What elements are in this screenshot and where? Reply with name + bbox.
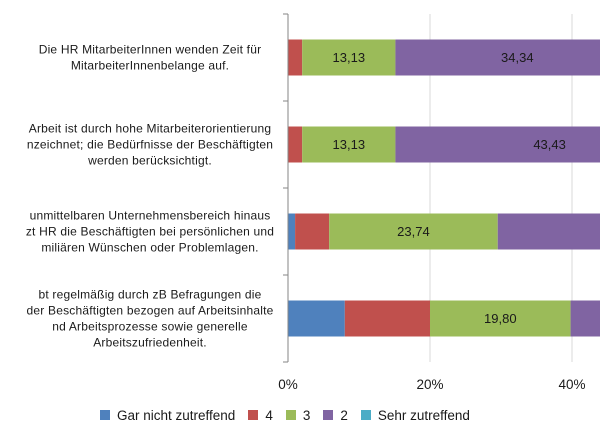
legend-label: 3 (302, 407, 311, 423)
bar-segment (570, 300, 600, 337)
bar-segment (430, 300, 571, 337)
bar-segment (295, 213, 330, 250)
y-axis (283, 13, 289, 363)
legend-label: Sehr zutreffend (377, 407, 470, 423)
bar-segment (395, 39, 600, 76)
legend: Gar nicht zutreffend 4 3 2 Sehr zutreffend (100, 402, 600, 428)
x-tick-label: 20% (416, 377, 443, 392)
category-label: Die HR MitarbeiterInnen wenden Zeit für M… (39, 43, 262, 73)
category-label: Arbeit ist durch hohe Mitarbeiterorienti… (27, 122, 273, 168)
legend-label: 4 (265, 407, 273, 423)
bar-segment (302, 126, 396, 163)
data-label: 13,13 (333, 50, 366, 65)
data-label: 19,80 (484, 311, 517, 326)
bar-segment (288, 39, 303, 76)
data-label: 23,74 (397, 224, 430, 239)
category-label: bt regelmäßig durch zB Befragungen die de… (27, 288, 274, 350)
category-label: unmittelbaren Unternehmensbereich hinaus… (26, 209, 274, 255)
legend-swatch (360, 410, 371, 420)
bar-segment (497, 213, 600, 250)
bar-segment (395, 126, 600, 163)
bar-segment (302, 39, 396, 76)
legend-item: 4 (248, 408, 273, 423)
legend-label: Gar nicht zutreffend (117, 407, 236, 423)
data-label: 34,34 (501, 50, 534, 65)
bar-segment (288, 126, 303, 163)
x-tick-label: 0% (278, 377, 298, 392)
x-tick-label: 40% (558, 377, 585, 392)
legend-swatch (100, 410, 110, 420)
legend-item: Sehr zutreffend (360, 407, 470, 423)
legend-item: 3 (285, 407, 311, 423)
data-labels: 13,1334,3448,4813,1343,4339,3923,7436,87… (333, 50, 566, 326)
legend-item: Gar nicht zutreffend (100, 408, 235, 423)
x-axis-ticks: 0%20%40%60%80% (278, 377, 585, 392)
bars (288, 39, 600, 337)
bar-segment (329, 213, 498, 250)
category-labels: Die HR MitarbeiterInnen wenden Zeit für M… (26, 43, 274, 350)
bar-segment (344, 300, 430, 337)
bar-segment (288, 300, 345, 337)
legend-label: 2 (340, 407, 348, 423)
legend-item: 2 (323, 408, 348, 423)
data-label: 13,13 (333, 137, 366, 152)
legend-swatch (285, 410, 296, 420)
legend-swatch (248, 410, 259, 420)
data-label: 43,43 (533, 137, 566, 152)
bar-segment (288, 213, 296, 250)
legend-swatch (323, 410, 334, 420)
